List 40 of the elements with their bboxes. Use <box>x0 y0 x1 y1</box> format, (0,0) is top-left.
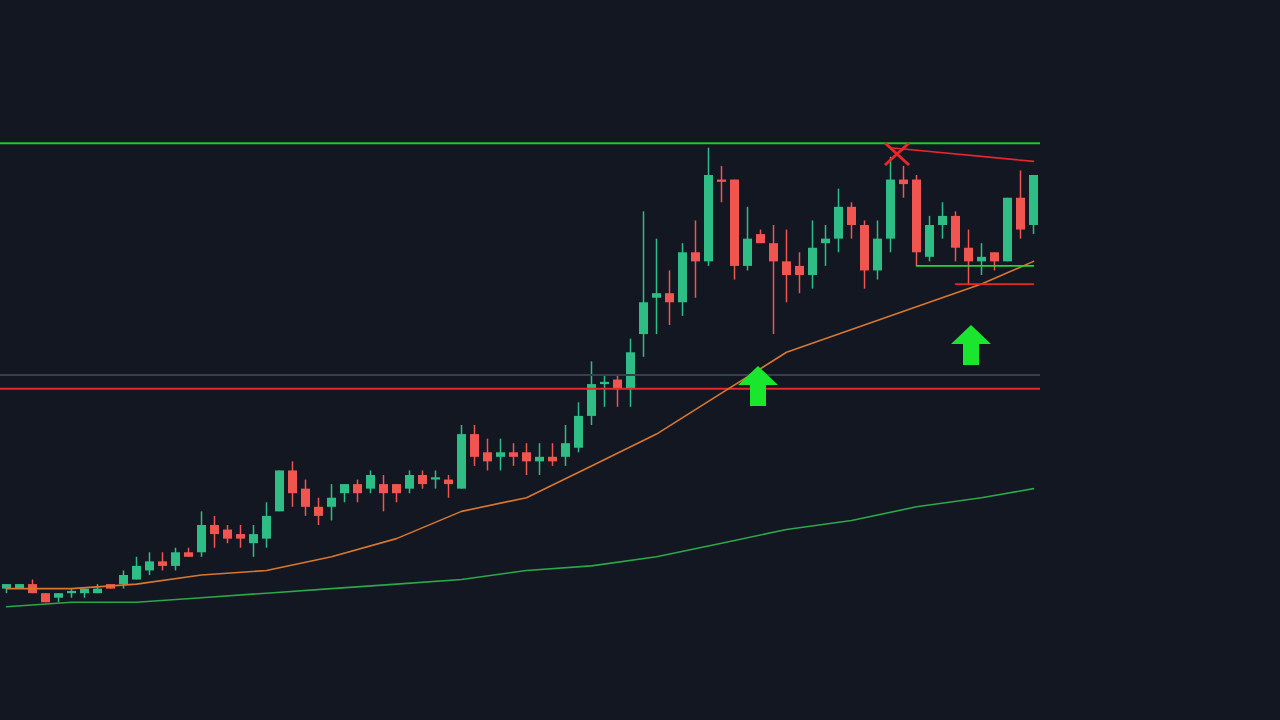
candlestick <box>392 483 401 504</box>
candlestick <box>769 224 778 335</box>
candlestick <box>431 469 440 490</box>
candlestick <box>964 228 973 285</box>
candlestick <box>652 237 661 335</box>
candlestick <box>938 201 947 240</box>
candlestick <box>223 524 232 544</box>
candlestick <box>158 551 167 572</box>
candlestick <box>249 524 258 558</box>
candlestick <box>561 424 570 467</box>
candlestick <box>366 469 375 494</box>
candlestick <box>509 442 518 467</box>
candlestick <box>327 483 336 522</box>
candlestick <box>340 483 349 504</box>
candlestick <box>353 478 362 504</box>
candlestick <box>470 424 479 467</box>
candlestick <box>717 165 726 204</box>
candlestick <box>119 569 128 590</box>
candlestick <box>288 460 297 508</box>
candlestick <box>236 524 245 549</box>
candlestick <box>262 501 271 549</box>
candlestick <box>600 374 609 408</box>
candlestick <box>522 442 531 476</box>
candlestick <box>847 201 856 240</box>
candlestick <box>665 269 674 326</box>
candlestick <box>132 556 141 581</box>
candlestick <box>990 251 999 272</box>
candlestick <box>145 551 154 576</box>
candlestick <box>314 496 323 526</box>
candlestick <box>301 478 310 517</box>
candlestick <box>171 546 180 572</box>
candlestick <box>483 437 492 472</box>
candlestick <box>496 437 505 472</box>
candlestick <box>795 251 804 294</box>
candlestick <box>418 469 427 490</box>
candlestick <box>691 219 700 299</box>
candlestick <box>379 474 388 513</box>
candlestick <box>782 228 791 304</box>
candlestick <box>210 515 219 549</box>
candlestick <box>405 469 414 494</box>
